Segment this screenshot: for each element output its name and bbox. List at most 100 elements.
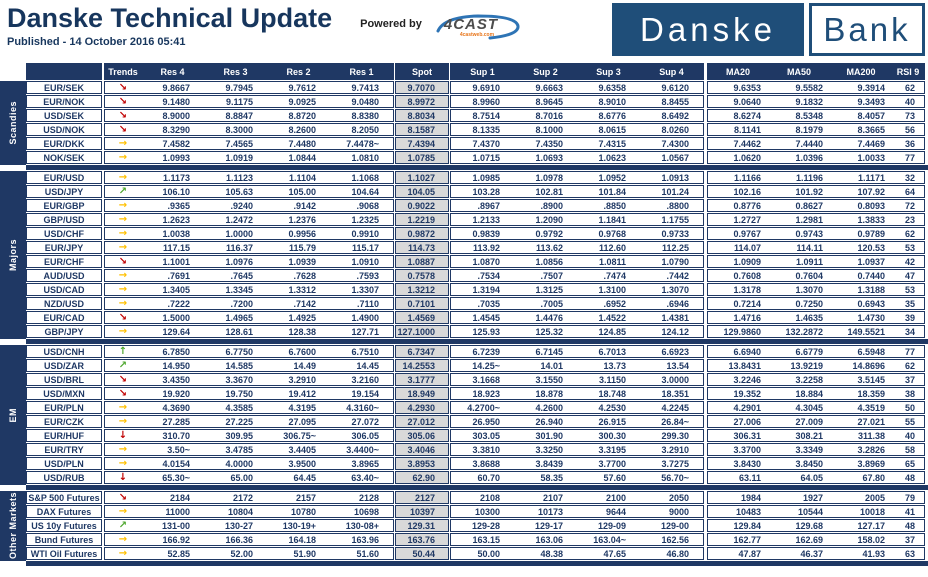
resistance-value-cell: 27.095	[267, 416, 330, 427]
trend-right-icon: →	[118, 138, 128, 149]
support-value-cell: 1.0623	[577, 152, 640, 163]
ma-value-cell: 1.0909	[708, 256, 768, 267]
ma-value-cell: 3.5145	[830, 374, 892, 385]
support-block: 2108 2107 2100 2050	[450, 491, 704, 504]
support-block: 26.950 26.940 26.915 26.84~	[450, 415, 704, 428]
resistance-value-cell: 106.10	[141, 186, 204, 197]
support-value-cell: 57.60	[577, 472, 640, 483]
ma-value-cell: 6.5948	[830, 346, 892, 357]
support-value-cell: 18.748	[577, 388, 640, 399]
resistance-value-cell: 0.9956	[267, 228, 330, 239]
support-value-cell: 6.7239	[451, 346, 514, 357]
ma-value-cell: 9.3914	[830, 82, 892, 93]
support-value-cell: 1.2090	[514, 214, 577, 225]
ma-value-cell: 127.17	[830, 520, 892, 531]
rsi-cell: 37	[892, 374, 924, 385]
resistance-value-cell: 14.49	[267, 360, 330, 371]
instrument-cell: USD/CAD	[26, 283, 102, 296]
instrument-cell: EUR/GBP	[26, 199, 102, 212]
spot-cell: 163.76	[395, 533, 449, 546]
resistance-value-cell: .7628	[267, 270, 330, 281]
support-value-cell: 1.4545	[451, 312, 514, 323]
resistance-value-cell: 8.3000	[204, 124, 267, 135]
ma-value-cell: 0.6943	[830, 298, 892, 309]
trend-cell: →	[105, 402, 141, 413]
data-row: USD/JPY ↗ 106.10 105.63 105.00 104.64 104.05 10…	[26, 185, 928, 198]
column-header: Sup 2	[514, 64, 577, 79]
resistance-value-cell: 3.4405	[267, 444, 330, 455]
support-value-cell: .8967	[451, 200, 514, 211]
support-value-cell: 125.93	[451, 326, 514, 337]
resistance-block: ↑ 6.7850 6.7750 6.7600 6.7510	[104, 345, 394, 358]
ma-value-cell: 0.7604	[768, 270, 830, 281]
instrument-cell: AUD/USD	[26, 269, 102, 282]
trend-cell: →	[105, 228, 141, 239]
ma-value-cell: 0.9743	[768, 228, 830, 239]
resistance-value-cell: 8.8847	[204, 110, 267, 121]
resistance-value-cell: 51.60	[330, 548, 393, 559]
instrument-cell: USD/BRL	[26, 373, 102, 386]
moving-average-block: 9.6353 9.5582 9.3914 62	[707, 81, 925, 94]
rsi-cell: 23	[892, 214, 924, 225]
support-value-cell: 163.15	[451, 534, 514, 545]
instrument-cell: USD/JPY	[26, 185, 102, 198]
moving-average-block: 114.07 114.11 120.53 53	[707, 241, 925, 254]
resistance-block: → 52.85 52.00 51.90 51.60	[104, 547, 394, 560]
resistance-value-cell: 9.0925	[267, 96, 330, 107]
resistance-value-cell: 1.3405	[141, 284, 204, 295]
ma-value-cell: 4.2901	[708, 402, 768, 413]
data-row: USD/CNH ↑ 6.7850 6.7750 6.7600 6.7510 6.7347 6.…	[26, 345, 928, 358]
published-date: Published - 14 October 2016 05:41	[7, 36, 186, 49]
support-value-cell: 1.1755	[640, 214, 703, 225]
support-value-cell: 1.0870	[451, 256, 514, 267]
resistance-value-cell: 306.05	[330, 430, 393, 441]
resistance-value-cell: 3.4400~	[330, 444, 393, 455]
resistance-value-cell: 1.5000	[141, 312, 204, 323]
resistance-value-cell: 116.37	[204, 242, 267, 253]
trend-right-icon: →	[118, 458, 128, 469]
ma-value-cell: 4.3045	[768, 402, 830, 413]
resistance-value-cell: 1.4925	[267, 312, 330, 323]
support-block: 1.2133 1.2090 1.1841 1.1755	[450, 213, 704, 226]
trend-right-icon: →	[118, 242, 128, 253]
support-value-cell: 1.0913	[640, 172, 703, 183]
support-value-cell: 7.4350	[514, 138, 577, 149]
trend-up-icon: ↑	[118, 346, 128, 357]
ma-value-cell: 14.8696	[830, 360, 892, 371]
support-block: 1.0985 1.0978 1.0952 1.0913	[450, 171, 704, 184]
spot-cell: 1.4569	[395, 311, 449, 324]
ma-value-cell: 8.1979	[768, 124, 830, 135]
resistance-value-cell: 8.2600	[267, 124, 330, 135]
resistance-value-cell: 52.00	[204, 548, 267, 559]
ma-value-cell: 102.16	[708, 186, 768, 197]
support-value-cell: .7035	[451, 298, 514, 309]
resistance-value-cell: 3.4785	[204, 444, 267, 455]
data-row: Bund Futures → 166.92 166.36 164.18 163.96 163…	[26, 533, 928, 546]
resistance-value-cell: 1.2623	[141, 214, 204, 225]
trend-right-icon: →	[118, 152, 128, 163]
instrument-cell: USD/NOK	[26, 123, 102, 136]
ma-value-cell: 306.31	[708, 430, 768, 441]
resistance-value-cell: 1.4965	[204, 312, 267, 323]
resistance-value-cell: 1.1104	[267, 172, 330, 183]
resistance-block: → 4.3690 4.3585 4.3195 4.3160~	[104, 401, 394, 414]
ma-value-cell: 1.1171	[830, 172, 892, 183]
moving-average-block: 1.0620 1.0396 1.0033 77	[707, 151, 925, 164]
support-value-cell: 1.3100	[577, 284, 640, 295]
trend-up-right-icon: ↗	[118, 360, 128, 371]
moving-average-block: 3.3700 3.3349 3.2826 58	[707, 443, 925, 456]
moving-average-block: 1.1166 1.1196 1.1171 32	[707, 171, 925, 184]
resistance-block: ↘ 1.1001 1.0976 1.0939 1.0910	[104, 255, 394, 268]
resistance-value-cell: 19.412	[267, 388, 330, 399]
resistance-block: → 129.64 128.61 128.38 127.71	[104, 325, 394, 338]
column-header: MA50	[768, 64, 830, 79]
support-block: 60.70 58.35 57.60 56.70~	[450, 471, 704, 484]
resistance-value-cell: .9068	[330, 200, 393, 211]
ma-value-cell: 67.80	[830, 472, 892, 483]
resistance-value-cell: 1.3345	[204, 284, 267, 295]
support-block: 3.8688 3.8439 3.7700 3.7275	[450, 457, 704, 470]
resistance-value-cell: 9.7612	[267, 82, 330, 93]
resistance-block: → 1.2623 1.2472 1.2376 1.2325	[104, 213, 394, 226]
resistance-block: → 166.92 166.36 164.18 163.96	[104, 533, 394, 546]
group-other-markets: Other Markets S&P 500 Futures ↘ 2184 2172 215…	[0, 491, 928, 561]
